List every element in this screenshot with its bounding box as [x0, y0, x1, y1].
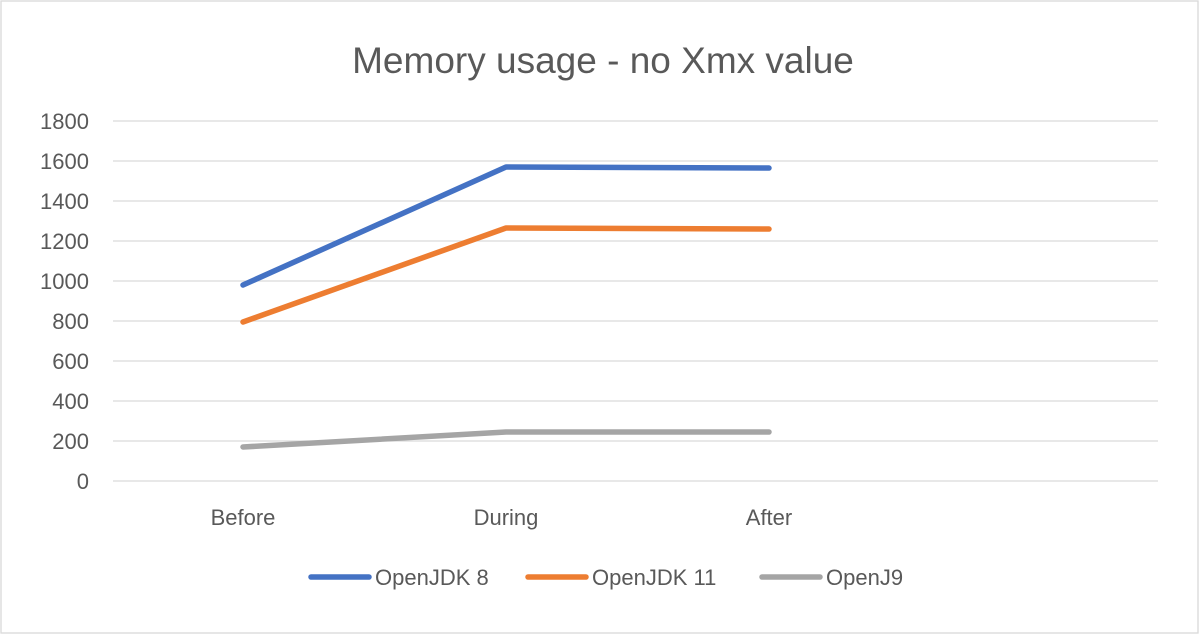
x-axis-tick-labels: Before During After — [211, 505, 793, 530]
y-axis-tick-labels: 0 200 400 600 800 1000 1200 1400 1600 1800 — [40, 109, 89, 494]
y-tick-label: 400 — [52, 389, 89, 414]
series-line-openj9 — [240, 429, 772, 450]
series-line-openjdk-8 — [240, 164, 772, 288]
x-tick-label: After — [746, 505, 792, 530]
y-tick-label: 800 — [52, 309, 89, 334]
y-tick-label: 1000 — [40, 269, 89, 294]
series-line-openjdk-11 — [240, 225, 772, 325]
series-lines — [240, 164, 772, 450]
y-tick-label: 1400 — [40, 189, 89, 214]
y-tick-label: 1200 — [40, 229, 89, 254]
y-tick-label: 0 — [77, 469, 89, 494]
x-tick-label: During — [474, 505, 539, 530]
legend-label: OpenJ9 — [826, 565, 903, 590]
legend-label: OpenJDK 8 — [375, 565, 489, 590]
y-tick-label: 600 — [52, 349, 89, 374]
legend-label: OpenJDK 11 — [592, 565, 716, 590]
y-tick-label: 1800 — [40, 109, 89, 134]
chart-title: Memory usage - no Xmx value — [352, 40, 854, 81]
y-tick-label: 200 — [52, 429, 89, 454]
y-tick-label: 1600 — [40, 149, 89, 174]
x-tick-label: Before — [211, 505, 276, 530]
legend: OpenJDK 8 OpenJDK 11 OpenJ9 — [308, 565, 903, 590]
gridlines — [113, 120, 1158, 482]
